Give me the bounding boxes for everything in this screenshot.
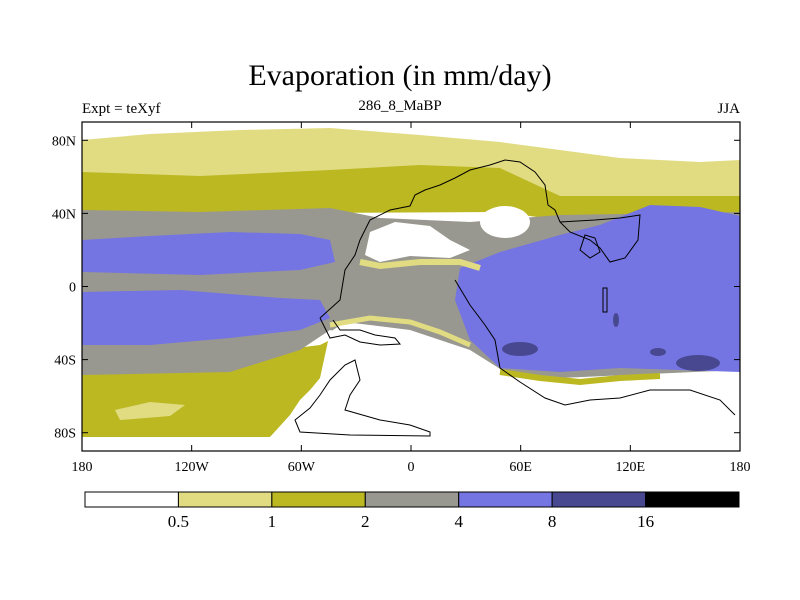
island-1 (602, 287, 608, 313)
y-tick-label: 0 (69, 281, 76, 296)
y-tick-label: 40N (52, 207, 76, 222)
island-2 (579, 234, 601, 259)
colorbar-label: 1 (268, 512, 277, 531)
colorbar: 0.5 1 2 4 8 16 (84, 491, 740, 531)
x-tick-label: 120E (616, 460, 646, 475)
y-tick-label: 80N (52, 134, 76, 149)
band-1-2-north (82, 165, 740, 220)
band-8-16-patch-3 (650, 348, 666, 356)
band-4-8-east-ocean (455, 205, 740, 372)
band-4-8-south-pacific (82, 290, 330, 345)
coastline-east (454, 279, 736, 416)
x-tick-label: 60E (509, 460, 532, 475)
period-label: 286_8_MaBP (358, 98, 442, 114)
colorbar-label: 0.5 (168, 512, 189, 531)
colorbar-label: 16 (637, 512, 654, 531)
band-8-16-patch-1 (502, 342, 538, 356)
x-tick-label: 0 (408, 460, 415, 475)
season-label: JJA (717, 101, 740, 117)
band-0.5-1-rim-north (359, 259, 481, 271)
coastline-north (319, 159, 641, 319)
colorbar-swatch (551, 491, 647, 508)
colorbar-swatch (364, 491, 460, 508)
dry-region-north (365, 222, 470, 262)
y-tick-label: 80S (54, 427, 76, 442)
colorbar-label: 8 (548, 512, 557, 531)
colorbar-swatch (645, 491, 740, 508)
coastline-southwest (294, 359, 431, 437)
band-0.5-1-rim-south (329, 315, 471, 348)
x-tick-label: 60W (288, 460, 316, 475)
colorbar-swatch (271, 491, 366, 508)
colorbar-swatch (177, 491, 273, 508)
chart-title: Evaporation (in mm/day) (248, 59, 552, 92)
map-fill-layers (82, 122, 740, 451)
y-tick-label: 40S (54, 354, 76, 369)
x-tick-label: 120W (175, 460, 210, 475)
band-8-16-patch-2 (676, 355, 720, 371)
x-tick-label: 180 (72, 460, 93, 475)
colorbar-swatch (84, 491, 179, 508)
band-8-16-patch-4 (613, 313, 619, 327)
colorbar-label: 2 (361, 512, 370, 531)
experiment-label: Expt = teXyf (82, 101, 161, 117)
x-axis-ticks: 180 120W 60W 0 60E 120E 180 (72, 122, 751, 475)
dry-region-south (82, 322, 740, 451)
coastline-south (319, 317, 402, 346)
colorbar-swatch (458, 491, 553, 508)
colorbar-label: 4 (454, 512, 463, 531)
dry-region-north-east (480, 206, 530, 238)
band-1-2-south-coast (499, 369, 661, 386)
band-4-8-north-pacific (82, 232, 335, 275)
y-axis-ticks: 80N 40N 0 40S 80S (52, 134, 740, 442)
x-tick-label: 180 (730, 460, 751, 475)
band-0.5-1-south-patch (115, 402, 185, 420)
coastlines (294, 159, 736, 437)
